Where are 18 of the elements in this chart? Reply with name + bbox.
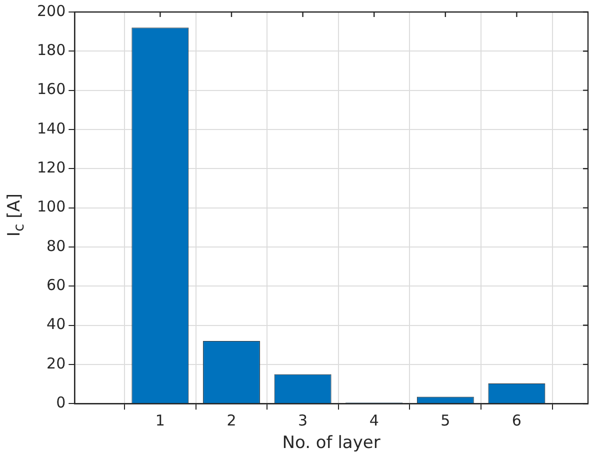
x-tick-label: 5 xyxy=(440,411,450,430)
y-tick-label: 160 xyxy=(36,80,66,98)
y-tick-label: 100 xyxy=(36,198,66,216)
y-tick-label: 180 xyxy=(36,41,66,60)
x-tick-label: 6 xyxy=(512,411,522,430)
x-tick-label: 2 xyxy=(226,411,236,430)
y-tick-label: 0 xyxy=(56,393,66,412)
x-tick-label: 1 xyxy=(155,411,165,430)
y-tick-label: 140 xyxy=(36,119,66,138)
x-tick-label: 4 xyxy=(369,411,379,430)
y-tick-label: 200 xyxy=(36,2,66,20)
y-tick-label: 60 xyxy=(46,276,66,294)
y-tick-label: 20 xyxy=(46,354,66,372)
y-tick-label: 40 xyxy=(46,315,66,334)
y-tick-label: 120 xyxy=(36,158,66,177)
y-tick-label: 80 xyxy=(46,236,66,255)
x-tick-label: 3 xyxy=(298,411,308,430)
x-axis-title: No. of layer xyxy=(282,433,380,454)
